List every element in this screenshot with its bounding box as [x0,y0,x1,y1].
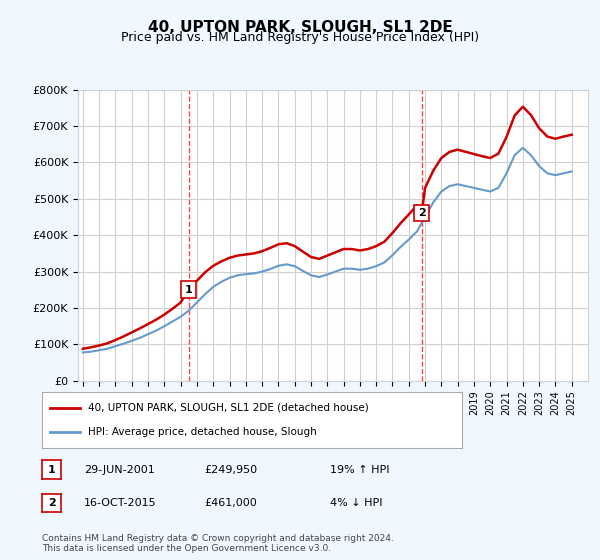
Text: Price paid vs. HM Land Registry's House Price Index (HPI): Price paid vs. HM Land Registry's House … [121,31,479,44]
Text: 4% ↓ HPI: 4% ↓ HPI [330,498,383,508]
Text: Contains HM Land Registry data © Crown copyright and database right 2024.
This d: Contains HM Land Registry data © Crown c… [42,534,394,553]
Text: 1: 1 [48,465,55,474]
Text: 1: 1 [185,285,193,295]
Text: 2: 2 [48,498,55,508]
Text: 19% ↑ HPI: 19% ↑ HPI [330,465,389,475]
Text: HPI: Average price, detached house, Slough: HPI: Average price, detached house, Slou… [88,427,317,437]
Text: 29-JUN-2001: 29-JUN-2001 [84,465,155,475]
Text: 40, UPTON PARK, SLOUGH, SL1 2DE (detached house): 40, UPTON PARK, SLOUGH, SL1 2DE (detache… [88,403,369,413]
Text: 16-OCT-2015: 16-OCT-2015 [84,498,157,508]
Text: 2: 2 [418,208,425,218]
Text: £249,950: £249,950 [204,465,257,475]
Text: 40, UPTON PARK, SLOUGH, SL1 2DE: 40, UPTON PARK, SLOUGH, SL1 2DE [148,20,452,35]
Text: £461,000: £461,000 [204,498,257,508]
